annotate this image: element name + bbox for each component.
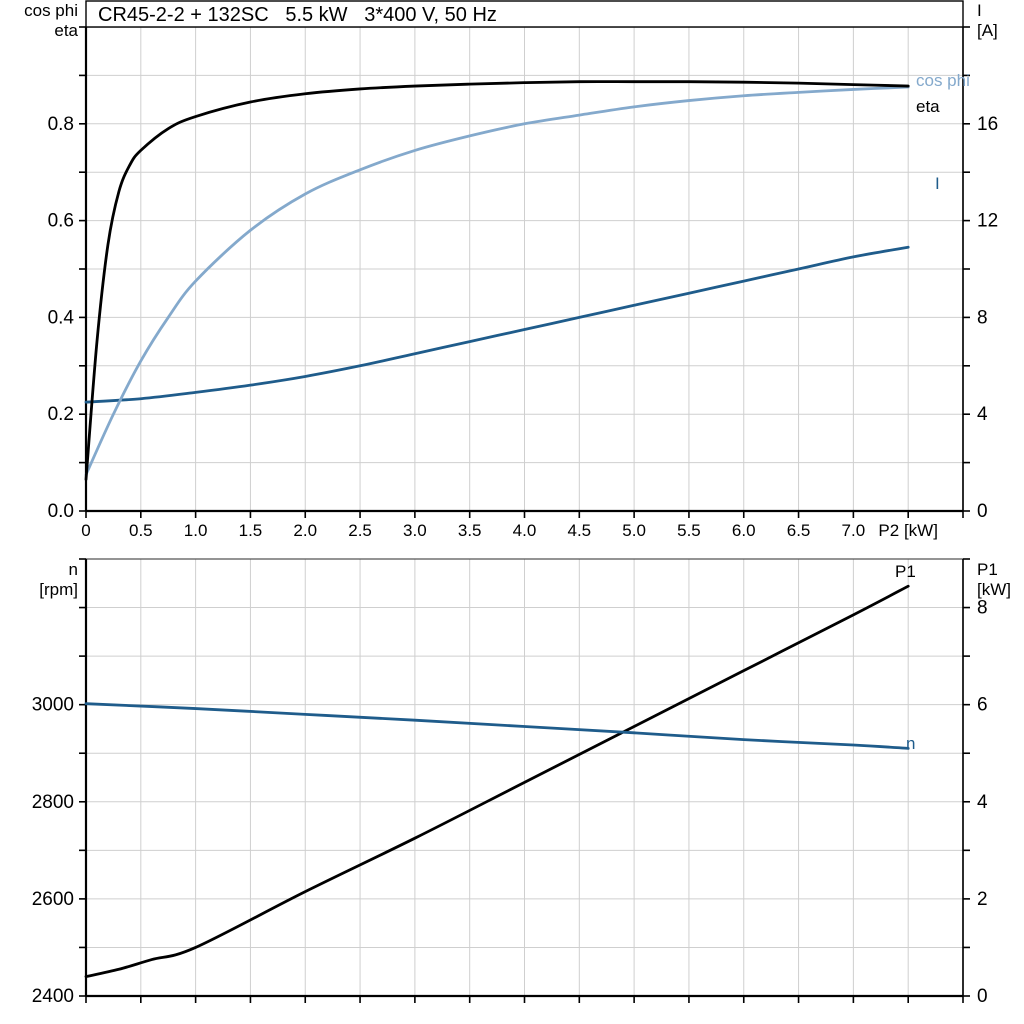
svg-text:0.0: 0.0 xyxy=(48,501,74,522)
svg-text:1.0: 1.0 xyxy=(184,521,208,540)
svg-text:0: 0 xyxy=(81,521,90,540)
svg-text:12: 12 xyxy=(977,211,998,232)
svg-text:4: 4 xyxy=(977,404,988,425)
svg-text:2600: 2600 xyxy=(32,889,74,910)
svg-text:6: 6 xyxy=(977,695,988,716)
svg-text:3000: 3000 xyxy=(32,695,74,716)
svg-text:CR45-2-2 + 132SC 5.5 kW 3*: CR45-2-2 + 132SC 5.5 kW 3*400 V, 50 Hz xyxy=(98,4,497,26)
svg-text:8: 8 xyxy=(977,307,988,328)
svg-text:7.0: 7.0 xyxy=(842,521,866,540)
svg-text:4: 4 xyxy=(977,792,988,813)
svg-text:eta: eta xyxy=(54,21,78,40)
svg-text:n: n xyxy=(906,734,915,753)
svg-text:0.5: 0.5 xyxy=(129,521,153,540)
svg-text:0: 0 xyxy=(977,986,988,1007)
svg-text:3.0: 3.0 xyxy=(403,521,427,540)
svg-text:cos phi: cos phi xyxy=(24,1,78,20)
svg-text:P2 [kW]: P2 [kW] xyxy=(878,521,938,540)
svg-text:0.4: 0.4 xyxy=(48,307,75,328)
svg-text:4.5: 4.5 xyxy=(567,521,591,540)
svg-text:eta: eta xyxy=(916,97,940,116)
svg-text:P1: P1 xyxy=(977,560,998,579)
svg-text:3.5: 3.5 xyxy=(458,521,482,540)
svg-text:6.5: 6.5 xyxy=(787,521,811,540)
svg-text:[rpm]: [rpm] xyxy=(39,580,78,599)
svg-text:2: 2 xyxy=(977,889,988,910)
svg-text:5.0: 5.0 xyxy=(622,521,646,540)
svg-text:0.2: 0.2 xyxy=(48,404,74,425)
svg-text:4.0: 4.0 xyxy=(513,521,537,540)
svg-text:P1: P1 xyxy=(895,562,916,581)
svg-text:2.5: 2.5 xyxy=(348,521,372,540)
svg-text:0: 0 xyxy=(977,501,988,522)
svg-text:2.0: 2.0 xyxy=(293,521,317,540)
svg-text:6.0: 6.0 xyxy=(732,521,756,540)
svg-text:cos phi: cos phi xyxy=(916,71,970,90)
svg-text:8: 8 xyxy=(977,598,988,619)
svg-text:2800: 2800 xyxy=(32,792,74,813)
svg-text:5.5: 5.5 xyxy=(677,521,701,540)
svg-text:16: 16 xyxy=(977,114,998,135)
svg-text:0.6: 0.6 xyxy=(48,211,74,232)
svg-text:[A]: [A] xyxy=(977,21,998,40)
svg-text:I: I xyxy=(977,1,982,20)
svg-text:1.5: 1.5 xyxy=(239,521,263,540)
svg-text:[kW]: [kW] xyxy=(977,580,1011,599)
svg-text:0.8: 0.8 xyxy=(48,114,74,135)
svg-text:n: n xyxy=(69,560,78,579)
svg-text:2400: 2400 xyxy=(32,986,74,1007)
svg-text:I: I xyxy=(935,174,940,193)
